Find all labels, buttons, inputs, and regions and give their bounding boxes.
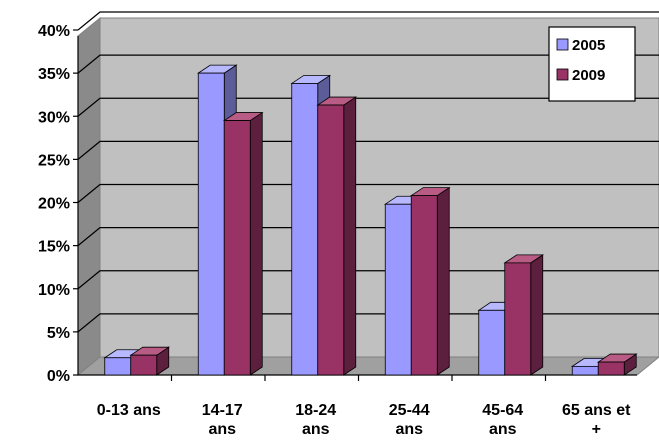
y-tick-label: 25% bbox=[38, 152, 70, 169]
gridline bbox=[77, 54, 659, 74]
y-tick-label: 5% bbox=[47, 325, 70, 342]
bar-2009-cat-3 bbox=[409, 186, 451, 376]
bar-side bbox=[530, 254, 544, 376]
x-tick-label: 18-24 ans bbox=[295, 402, 336, 438]
x-tick-label: 14-17 ans bbox=[202, 402, 243, 438]
x-tick-label: 0-13 ans bbox=[97, 402, 161, 419]
bar-2009-cat-4 bbox=[503, 254, 545, 376]
bar-front bbox=[291, 83, 319, 376]
gridlines bbox=[77, 11, 659, 333]
x-tick-label: 25-44 ans bbox=[389, 402, 430, 438]
y-tick-label: 10% bbox=[38, 282, 70, 299]
y-tick-label: 0% bbox=[47, 368, 70, 385]
gridline bbox=[77, 97, 659, 117]
bar-2009-cat-5 bbox=[596, 353, 638, 376]
bar-front bbox=[223, 120, 251, 376]
x-tick-labels: 0-13 ans 14-17 ans 18-24 ans 25-44 ans 45-64 ans… bbox=[97, 402, 631, 438]
bar-front bbox=[410, 195, 438, 376]
legend-swatch-2005 bbox=[556, 38, 569, 51]
y-tick-label: 35% bbox=[38, 66, 70, 83]
bar-front bbox=[597, 361, 625, 376]
bar-front bbox=[130, 354, 158, 376]
bar-2009-cat-1 bbox=[222, 111, 264, 376]
bar-front bbox=[504, 262, 532, 376]
x-tick-label: 65 ans et + bbox=[562, 402, 631, 438]
bar-2009-cat-0 bbox=[129, 346, 171, 376]
gridline bbox=[77, 11, 659, 31]
bar-front bbox=[104, 357, 132, 376]
gridline bbox=[77, 313, 659, 333]
bar-front bbox=[317, 104, 345, 376]
axes bbox=[73, 29, 637, 381]
y-tick-label: 40% bbox=[38, 23, 70, 40]
gridline bbox=[77, 270, 659, 290]
side-wall bbox=[77, 16, 101, 377]
y-tick-label: 15% bbox=[38, 239, 70, 256]
gridline bbox=[77, 227, 659, 247]
y-tick-label: 20% bbox=[38, 196, 70, 213]
bar-front bbox=[478, 309, 506, 376]
x-tick-label: 45-64 ans bbox=[482, 402, 523, 438]
bar-side bbox=[249, 111, 263, 376]
bar-front bbox=[571, 365, 599, 376]
bar-side bbox=[436, 186, 450, 376]
gridline bbox=[77, 140, 659, 160]
bar-side bbox=[343, 96, 357, 376]
y-tick-label: 30% bbox=[38, 109, 70, 126]
legend-label-2005: 2005 bbox=[572, 37, 605, 54]
bar-front bbox=[197, 72, 225, 376]
bars bbox=[103, 64, 638, 376]
legend-swatch-2009 bbox=[556, 68, 569, 81]
gridline bbox=[77, 183, 659, 203]
y-tick-labels: 0% 5% 10% 15% 20% 25% 30% 35% 40% bbox=[38, 23, 70, 385]
bar-2009-cat-2 bbox=[316, 96, 358, 376]
bar-front bbox=[384, 203, 412, 376]
legend: 2005 2009 bbox=[548, 26, 636, 102]
legend-label-2009: 2009 bbox=[572, 67, 605, 84]
